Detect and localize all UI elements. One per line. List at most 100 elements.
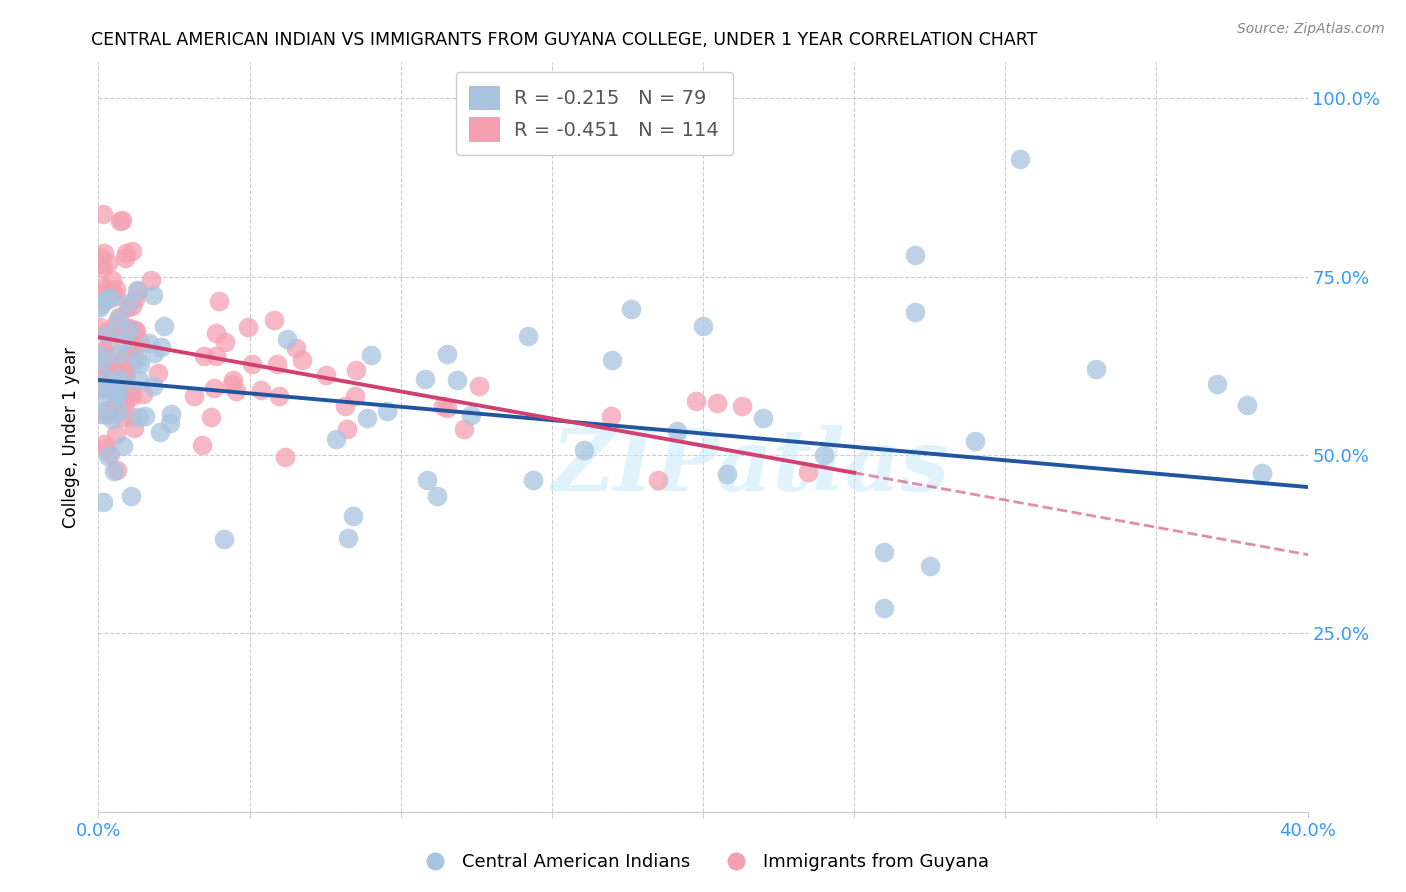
Point (266, 357, 288, 371)
Point (89, 300, 111, 314)
Point (716, 467, 738, 482)
Point (221, 377, 243, 392)
Point (114, 396, 136, 410)
Point (115, 368, 138, 383)
Point (107, 405, 129, 419)
Point (98, 447, 121, 461)
Point (193, 349, 215, 363)
Point (191, 438, 214, 452)
Point (121, 409, 143, 424)
Point (104, 325, 127, 339)
Point (139, 273, 162, 287)
Point (267, 389, 290, 403)
Point (446, 373, 468, 387)
Point (112, 376, 135, 391)
Point (752, 410, 775, 425)
Point (111, 213, 134, 227)
Point (121, 299, 143, 313)
Point (96, 372, 118, 386)
Point (122, 335, 145, 350)
Point (105, 386, 128, 401)
Point (342, 509, 364, 524)
Point (138, 336, 160, 351)
Point (103, 288, 125, 302)
Point (91, 380, 114, 394)
Point (873, 544, 896, 558)
Point (107, 371, 129, 385)
Point (101, 273, 124, 287)
Legend: R = -0.215   N = 79, R = -0.451   N = 114: R = -0.215 N = 79, R = -0.451 N = 114 (456, 72, 733, 154)
Point (105, 282, 128, 296)
Point (121, 244, 143, 259)
Point (249, 383, 271, 397)
Point (344, 389, 367, 403)
Point (1206, 376, 1229, 391)
Point (89, 250, 111, 264)
Point (90, 257, 112, 271)
Point (105, 427, 128, 442)
Point (146, 366, 169, 380)
Point (107, 312, 129, 326)
Point (460, 408, 482, 422)
Point (214, 532, 236, 546)
Point (97, 449, 120, 463)
Point (112, 326, 135, 340)
Point (128, 372, 150, 386)
Point (125, 283, 148, 297)
Point (600, 409, 623, 423)
Point (90, 355, 112, 369)
Point (336, 422, 359, 436)
Point (468, 379, 491, 393)
Point (205, 350, 228, 364)
Point (1010, 152, 1032, 166)
Point (104, 318, 127, 332)
Point (104, 389, 127, 403)
Point (89, 395, 111, 409)
Point (118, 320, 141, 334)
Point (101, 412, 124, 426)
Point (115, 245, 138, 260)
Point (238, 320, 260, 334)
Point (685, 394, 707, 409)
Point (87, 347, 110, 361)
Point (122, 326, 145, 340)
Point (94, 441, 117, 455)
Point (96, 402, 118, 417)
Point (263, 313, 285, 327)
Point (1236, 398, 1258, 412)
Point (132, 386, 155, 401)
Point (91, 382, 114, 396)
Point (93, 245, 115, 260)
Point (97, 337, 120, 351)
Point (91, 207, 114, 221)
Point (108, 214, 131, 228)
Point (94, 326, 117, 340)
Point (124, 323, 146, 337)
Point (101, 283, 124, 297)
Point (965, 434, 987, 448)
Point (436, 401, 458, 415)
Point (96, 326, 118, 341)
Point (98, 288, 121, 302)
Point (134, 409, 156, 424)
Point (96, 355, 118, 369)
Point (118, 323, 141, 337)
Point (706, 396, 728, 410)
Point (574, 442, 596, 457)
Point (94, 359, 117, 374)
Point (142, 346, 165, 360)
Point (125, 352, 148, 367)
Point (120, 489, 142, 503)
Point (129, 357, 152, 371)
Point (432, 399, 454, 413)
Point (1085, 362, 1108, 376)
Point (225, 384, 247, 398)
Point (426, 489, 449, 503)
Point (107, 346, 129, 360)
Point (121, 389, 143, 403)
Point (91, 294, 114, 309)
Point (101, 370, 124, 384)
Point (1251, 466, 1274, 480)
Point (90, 365, 112, 379)
Point (128, 334, 150, 349)
